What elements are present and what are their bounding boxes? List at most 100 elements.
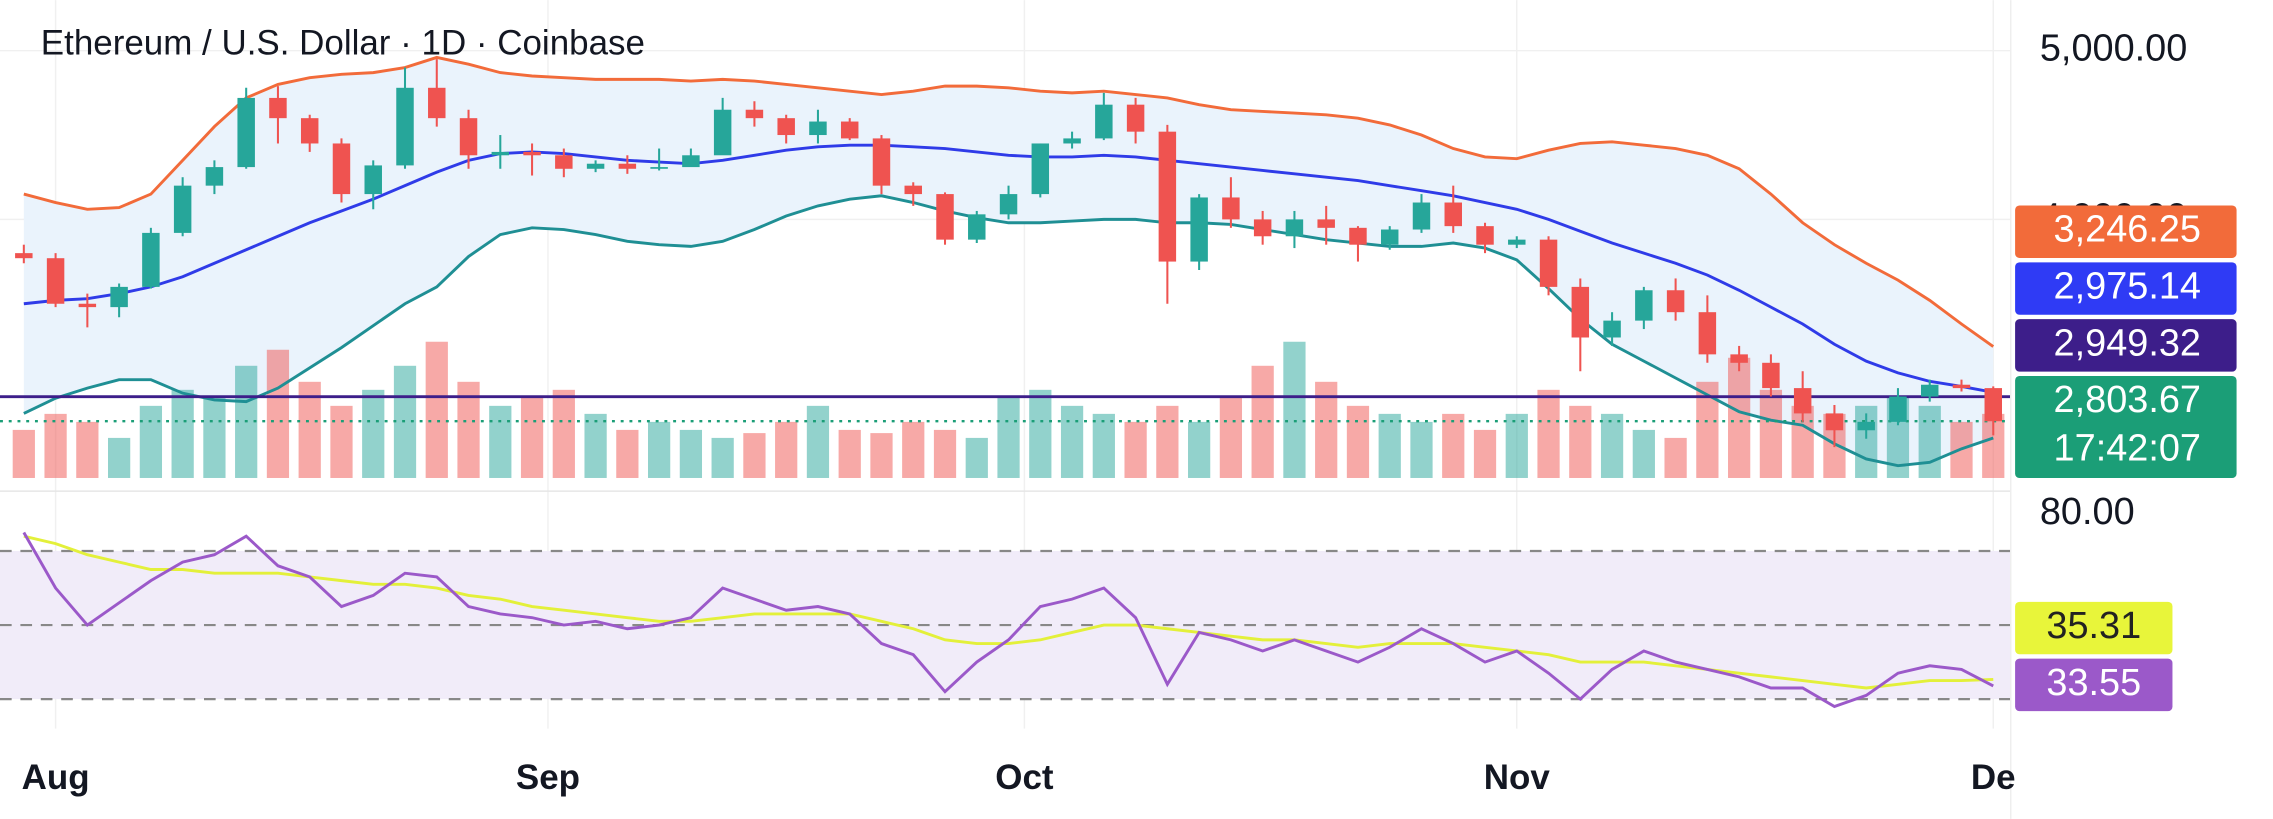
volume-bar	[711, 437, 734, 478]
candle-body	[1666, 290, 1685, 313]
candle-body	[1952, 384, 1971, 389]
volume-bar	[965, 437, 988, 478]
candle-body	[15, 253, 33, 259]
volume-bar	[266, 349, 290, 478]
candle-body	[110, 286, 128, 308]
candle-body	[1889, 396, 1907, 422]
volume-bar	[1124, 421, 1147, 478]
candle-body	[396, 87, 414, 166]
candle-body	[872, 138, 891, 186]
volume-bar	[1473, 429, 1497, 478]
candle-body	[1158, 131, 1177, 262]
volume-bar	[425, 341, 448, 478]
candle-body	[205, 167, 224, 186]
volume-bar	[1664, 437, 1687, 478]
candle-body	[1825, 413, 1844, 431]
band-fill	[23, 57, 1994, 466]
candle-body	[269, 97, 287, 119]
candle-body	[1253, 219, 1272, 237]
candle-body	[1698, 312, 1717, 355]
volume-bar	[1696, 381, 1719, 478]
volume-bar	[616, 429, 639, 478]
volume-bar	[1315, 381, 1338, 478]
price-pane	[0, 55, 2011, 478]
volume-bar	[520, 397, 544, 478]
volume-bar	[775, 421, 798, 478]
candle-body	[46, 258, 65, 304]
rsi-pane	[0, 531, 2011, 709]
volume-bar	[1283, 341, 1306, 478]
volume-bar	[1156, 405, 1179, 478]
candle-body	[1317, 219, 1335, 228]
candle-body	[1349, 227, 1367, 245]
candle-body	[1539, 239, 1558, 287]
volume-bar	[1346, 405, 1370, 478]
price-label: 3,246.25	[2054, 209, 2201, 251]
candle-body	[1190, 197, 1208, 262]
volume-bar	[44, 413, 67, 478]
candle-body	[809, 121, 827, 136]
x-tick-label: Aug	[22, 758, 90, 797]
y-tick-label: 5,000.00	[2040, 28, 2187, 70]
volume-bar	[584, 413, 607, 478]
volume-bar	[1219, 397, 1243, 478]
candle-body	[1762, 362, 1780, 389]
price-label-box	[2015, 262, 2237, 315]
volume-bar	[1188, 421, 1211, 478]
rsi-label: 35.31	[2046, 605, 2141, 647]
volume-bar	[648, 421, 671, 478]
volume-bar	[1759, 389, 1783, 478]
x-tick-label: Oct	[995, 758, 1054, 797]
rsi-line	[22, 531, 1994, 709]
volume-bar	[552, 389, 575, 478]
candle-body	[364, 165, 382, 195]
rsi-label-box	[2015, 658, 2173, 712]
rsi-label: 33.55	[2046, 662, 2141, 704]
candle-body	[1063, 138, 1081, 144]
candle-body	[999, 194, 1018, 215]
volume-bar	[933, 429, 957, 478]
volume-bar	[203, 397, 226, 478]
volume-bar	[298, 381, 321, 478]
candle-body	[1508, 239, 1526, 245]
candle-body	[1285, 219, 1304, 237]
volume-bar	[139, 405, 163, 478]
price-label-box	[2015, 375, 2237, 478]
candle-body	[1380, 229, 1399, 245]
price-label: 2,949.32	[2054, 322, 2201, 364]
band-line	[23, 55, 1995, 348]
volume-bar	[806, 405, 830, 478]
countdown: 17:42:07	[2054, 427, 2201, 469]
volume-bar	[1060, 405, 1084, 478]
candle-body	[142, 232, 160, 287]
volume-bar	[743, 433, 766, 478]
chart-title: Ethereum / U.S. Dollar · 1D · Coinbase	[41, 23, 645, 62]
volume-bar	[171, 389, 194, 478]
candle-body	[1984, 388, 2002, 422]
candle-body	[428, 87, 446, 119]
volume-bar	[362, 389, 385, 478]
rsi-tick-label: 80.00	[2040, 491, 2135, 533]
candle-body	[1222, 197, 1240, 220]
candle-body	[682, 155, 700, 168]
price-label-box	[2015, 205, 2237, 258]
band-line	[23, 194, 1994, 468]
candle-body	[459, 118, 478, 156]
band-line	[23, 143, 1994, 394]
candle-body	[491, 151, 510, 156]
candle-body	[1920, 384, 1939, 397]
price-label-box	[2015, 319, 2237, 372]
candle-body	[78, 303, 97, 308]
rsi-label-box	[2015, 601, 2173, 655]
volume-bar	[12, 429, 35, 478]
candle-body	[840, 121, 859, 139]
volume-bar	[108, 437, 131, 478]
candle-body	[586, 163, 605, 169]
volume-bar	[1505, 413, 1528, 478]
volume-bar	[902, 421, 925, 478]
candle-body	[173, 185, 192, 233]
x-tick-label: Nov	[1484, 758, 1551, 797]
candle-body	[1444, 202, 1462, 227]
